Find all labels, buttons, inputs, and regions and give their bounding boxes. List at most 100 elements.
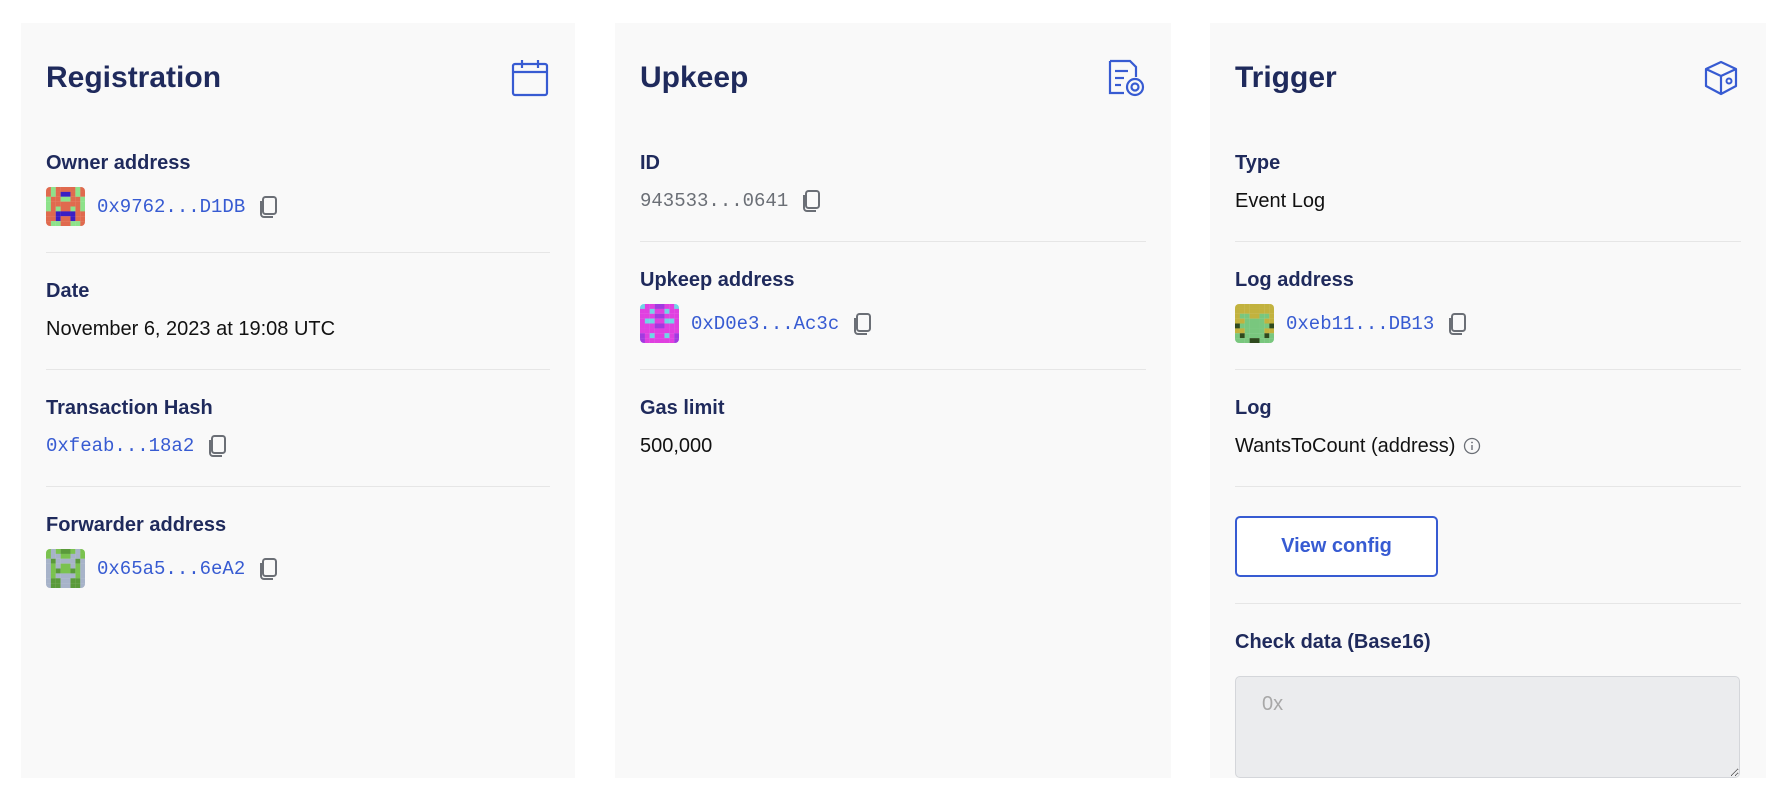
identicon-pixel bbox=[80, 211, 85, 217]
identicon-pixel bbox=[60, 583, 66, 588]
identicon-pixel bbox=[75, 211, 81, 217]
copy-icon[interactable] bbox=[1446, 312, 1468, 336]
identicon-pixel bbox=[1239, 308, 1245, 314]
identicon-pixel bbox=[644, 308, 650, 314]
identicon-pixel bbox=[649, 318, 655, 324]
gas-limit-section: Gas limit 500,000 bbox=[640, 370, 1146, 486]
identicon-pixel bbox=[55, 216, 61, 222]
identicon-pixel bbox=[55, 201, 61, 207]
identicon-pixel bbox=[1244, 308, 1250, 314]
identicon-pixel bbox=[65, 201, 71, 207]
identicon-pixel bbox=[75, 583, 81, 588]
identicon-pixel bbox=[65, 558, 71, 564]
identicon-pixel bbox=[1254, 308, 1260, 314]
panel-title: Upkeep bbox=[640, 60, 749, 94]
identicon-pixel bbox=[669, 318, 675, 324]
identicon-pixel bbox=[50, 196, 56, 202]
field-label: Check data (Base16) bbox=[1235, 631, 1431, 653]
identicon-pixel bbox=[1249, 333, 1255, 339]
owner-address-link[interactable]: 0x9762...D1DB bbox=[97, 195, 246, 218]
identicon-pixel bbox=[50, 573, 56, 579]
identicon-avatar bbox=[46, 187, 85, 226]
identicon-pixel bbox=[1269, 338, 1274, 343]
identicon-pixel bbox=[654, 318, 660, 324]
identicon-pixel bbox=[659, 323, 665, 329]
identicon-pixel bbox=[640, 308, 645, 314]
calendar-icon bbox=[511, 59, 549, 96]
copy-icon[interactable] bbox=[257, 557, 279, 581]
copy-icon[interactable] bbox=[206, 434, 228, 458]
identicon-pixel bbox=[80, 216, 85, 222]
identicon-pixel bbox=[75, 191, 81, 197]
identicon-pixel bbox=[644, 304, 650, 309]
identicon-pixel bbox=[80, 191, 85, 197]
view-config-section: View config bbox=[1235, 487, 1741, 604]
log-address-link[interactable]: 0xeb11...DB13 bbox=[1286, 312, 1435, 335]
identicon-pixel bbox=[55, 563, 61, 569]
identicon-pixel bbox=[1254, 304, 1260, 309]
upkeep-panel: Upkeep ID 943533...0641 Upkeep address 0… bbox=[615, 23, 1171, 778]
identicon-pixel bbox=[664, 333, 670, 339]
log-section: Log WantsToCount (address) bbox=[1235, 370, 1741, 487]
identicon-pixel bbox=[46, 196, 51, 202]
identicon-pixel bbox=[664, 323, 670, 329]
identicon-pixel bbox=[75, 206, 81, 212]
copy-icon[interactable] bbox=[851, 312, 873, 336]
info-icon[interactable] bbox=[1463, 437, 1481, 455]
gas-limit-value: 500,000 bbox=[640, 435, 713, 457]
identicon-pixel bbox=[80, 568, 85, 574]
identicon-pixel bbox=[1239, 313, 1245, 319]
forwarder-address-link[interactable]: 0x65a5...6eA2 bbox=[97, 557, 246, 580]
identicon-pixel bbox=[65, 549, 71, 554]
identicon-pixel bbox=[80, 196, 85, 202]
identicon-pixel bbox=[649, 338, 655, 343]
identicon-pixel bbox=[1269, 328, 1274, 334]
identicon-pixel bbox=[640, 304, 645, 309]
forwarder-address-section: Forwarder address 0x65a5...6eA2 bbox=[46, 487, 550, 614]
copy-icon[interactable] bbox=[257, 195, 279, 219]
identicon-pixel bbox=[659, 304, 665, 309]
identicon-pixel bbox=[640, 313, 645, 319]
identicon-pixel bbox=[1264, 333, 1270, 339]
identicon-pixel bbox=[55, 553, 61, 559]
identicon-pixel bbox=[1254, 318, 1260, 324]
identicon-pixel bbox=[640, 333, 645, 339]
identicon-pixel bbox=[80, 549, 85, 554]
identicon-pixel bbox=[640, 338, 645, 343]
identicon-pixel bbox=[659, 328, 665, 334]
identicon-pixel bbox=[80, 206, 85, 212]
copy-icon[interactable] bbox=[800, 189, 822, 213]
transaction-hash-section: Transaction Hash 0xfeab...18a2 bbox=[46, 370, 550, 487]
identicon-pixel bbox=[669, 338, 675, 343]
identicon-pixel bbox=[1259, 338, 1265, 343]
identicon-pixel bbox=[75, 549, 81, 554]
identicon-pixel bbox=[649, 308, 655, 314]
identicon-pixel bbox=[1239, 338, 1245, 343]
identicon-pixel bbox=[1235, 323, 1240, 329]
identicon-pixel bbox=[80, 563, 85, 569]
identicon-pixel bbox=[75, 216, 81, 222]
identicon-pixel bbox=[65, 191, 71, 197]
identicon-pixel bbox=[80, 558, 85, 564]
identicon-pixel bbox=[1249, 313, 1255, 319]
identicon-pixel bbox=[1235, 328, 1240, 334]
view-config-button[interactable]: View config bbox=[1235, 516, 1438, 577]
identicon-pixel bbox=[654, 304, 660, 309]
identicon-pixel bbox=[70, 201, 76, 207]
identicon-pixel bbox=[1264, 313, 1270, 319]
transaction-hash-link[interactable]: 0xfeab...18a2 bbox=[46, 435, 195, 457]
identicon-pixel bbox=[60, 191, 66, 197]
identicon-pixel bbox=[640, 323, 645, 329]
identicon-pixel bbox=[60, 563, 66, 569]
upkeep-address-link[interactable]: 0xD0e3...Ac3c bbox=[691, 312, 840, 335]
identicon-pixel bbox=[60, 553, 66, 559]
identicon-pixel bbox=[70, 563, 76, 569]
identicon-pixel bbox=[659, 318, 665, 324]
identicon-pixel bbox=[50, 216, 56, 222]
identicon-pixel bbox=[659, 338, 665, 343]
check-data-textarea[interactable] bbox=[1235, 676, 1740, 778]
identicon-pixel bbox=[669, 308, 675, 314]
identicon-pixel bbox=[75, 573, 81, 579]
identicon-pixel bbox=[50, 191, 56, 197]
identicon-pixel bbox=[1264, 308, 1270, 314]
